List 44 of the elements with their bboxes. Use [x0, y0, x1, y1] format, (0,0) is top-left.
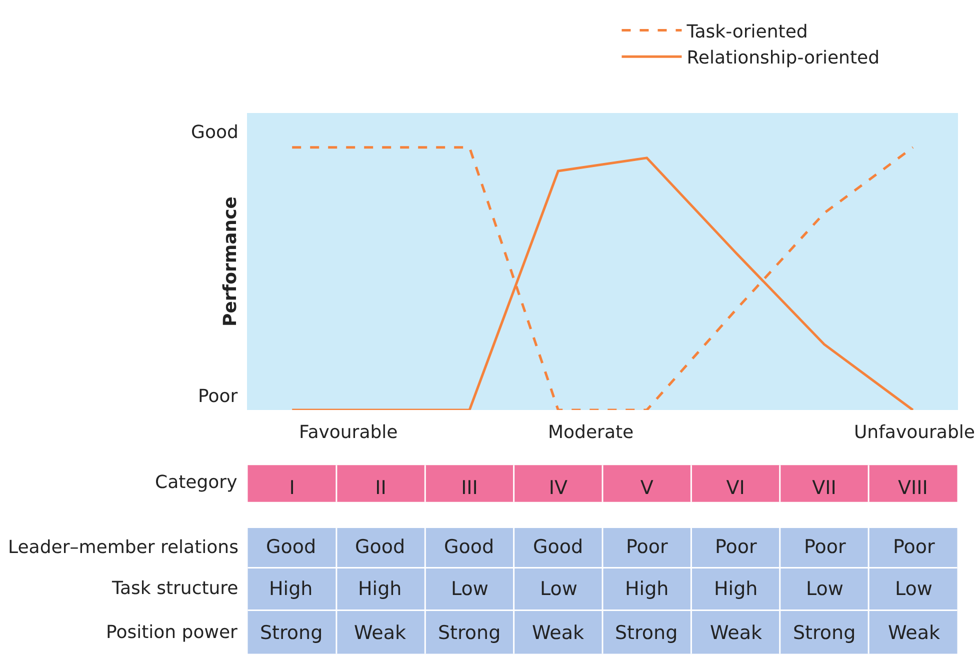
x-tick-label: V — [640, 477, 654, 499]
text: Position power — [106, 622, 238, 643]
x-tick-label: VI — [726, 477, 745, 499]
text: Strong — [793, 622, 856, 644]
text: Good — [444, 536, 494, 558]
text: Low — [806, 578, 844, 600]
text: High — [625, 578, 669, 600]
text: Low — [895, 578, 932, 600]
text: Strong — [438, 622, 501, 644]
text: Favourable — [299, 422, 398, 443]
x-tick-label: VII — [812, 477, 836, 499]
text: Low — [451, 578, 488, 600]
text: Category — [155, 472, 238, 493]
text: High — [269, 578, 313, 600]
x-tick-label: II — [375, 477, 386, 499]
x-tick-label: VIII — [898, 477, 928, 499]
text: Good — [355, 536, 406, 558]
text: Good — [266, 536, 316, 558]
y-axis-title: Performance — [220, 196, 242, 326]
text: Moderate — [548, 422, 634, 443]
text: Leader–member relations — [8, 537, 238, 558]
legend-label: Task-oriented — [686, 21, 808, 42]
legend-label: Relationship-oriented — [686, 48, 880, 69]
text: Weak — [710, 622, 762, 644]
text: Task structure — [111, 578, 238, 599]
text: Poor — [626, 536, 668, 558]
text: Unfavourable — [854, 422, 975, 443]
text: Good — [191, 122, 238, 143]
text: Low — [540, 578, 578, 600]
text: Poor — [893, 536, 936, 558]
text: Strong — [615, 622, 678, 644]
text: Poor — [198, 386, 238, 407]
x-tick-label: IV — [548, 477, 568, 499]
text: Weak — [888, 622, 940, 644]
text: Poor — [715, 536, 758, 558]
text: Weak — [354, 622, 406, 644]
x-tick-label: I — [289, 477, 295, 499]
text: Good — [533, 536, 584, 558]
x-tick-label: III — [461, 477, 478, 499]
text: High — [358, 578, 402, 600]
text: Poor — [804, 536, 846, 558]
text: Strong — [260, 622, 323, 644]
text: Weak — [532, 622, 584, 644]
text: High — [714, 578, 758, 600]
